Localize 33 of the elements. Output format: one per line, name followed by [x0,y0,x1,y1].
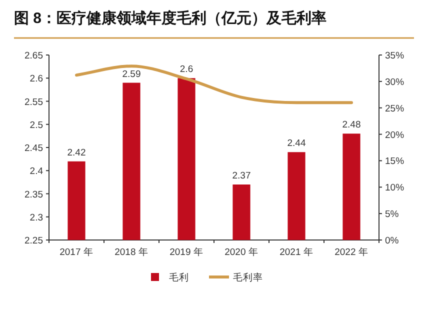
y2-tick-label: 5% [385,209,400,220]
y2-tick-label: 35% [385,50,405,62]
x-tick-label: 2021 年 [280,246,314,258]
line-series [75,64,353,104]
data-label: 2.59 [122,68,141,80]
y-tick-label: 2.6 [30,74,43,85]
x-tick-label: 2018 年 [114,246,148,258]
data-label: 2.6 [180,64,194,76]
y2-tick-label: 30% [385,76,405,88]
chart-title: 图 8：医疗健康领域年度毛利（亿元）及毛利率 [14,9,327,27]
legend-label: 毛利 [169,272,189,284]
y2-tick-label: 25% [385,103,405,114]
data-label: 2.48 [342,120,361,131]
y2-tick-label: 0% [385,236,400,246]
y-tick-label: 2.35 [24,189,43,200]
y-tick-label: 2.3 [30,212,43,224]
y2-tick-label: 15% [385,156,405,168]
y-tick-label: 2.55 [24,96,43,108]
data-label: 2.42 [67,147,86,158]
x-tick-label: 2019 年 [170,246,204,258]
x-tick-label: 2022 年 [334,246,368,258]
legend-label: 毛利率 [233,272,263,284]
y-tick-label: 2.45 [24,143,43,154]
y-tick-label: 2.25 [24,236,43,246]
y2-tick-label: 10% [385,182,405,194]
x-tick-label: 2017 年 [60,246,94,258]
y2-tick-label: 20% [385,130,405,141]
x-tick-label: 2020 年 [224,246,258,258]
y-tick-label: 2.5 [30,120,43,131]
data-label: 2.37 [232,170,251,182]
y-tick-label: 2.4 [30,166,43,178]
y-tick-label: 2.65 [24,50,43,62]
data-label: 2.44 [287,138,306,150]
